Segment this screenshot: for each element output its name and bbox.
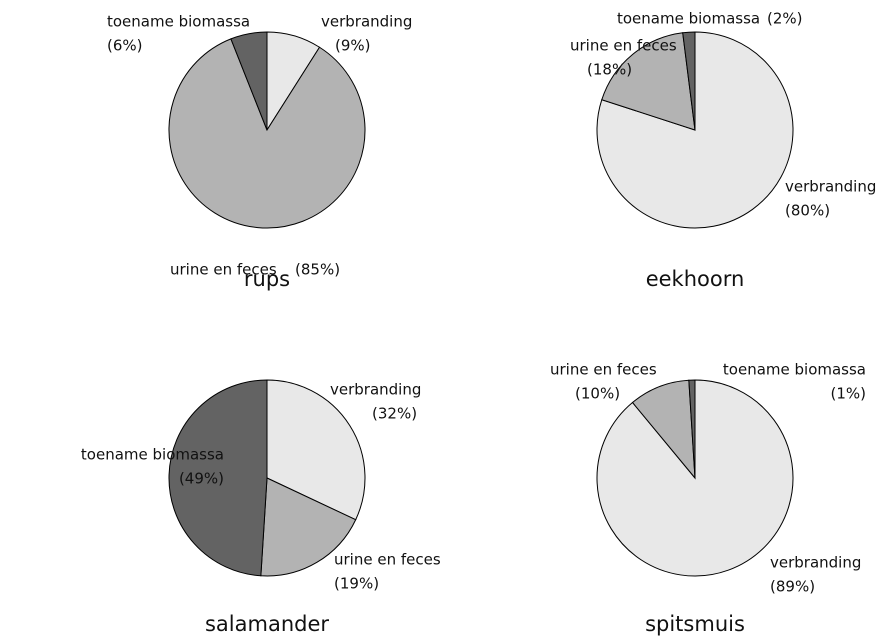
slice-value-label: (19%)	[334, 575, 379, 593]
slice-value-label: (85%)	[295, 261, 340, 279]
chart-title: eekhoorn	[646, 267, 745, 291]
chart-title: rups	[244, 267, 290, 291]
chart-title: salamander	[205, 612, 329, 636]
slice-label: urine en feces	[570, 37, 677, 55]
slice-label: toename biomassa	[107, 13, 250, 31]
slice-label: urine en feces	[170, 261, 277, 279]
slice-label: toename biomassa	[723, 361, 866, 379]
slice-label: toename biomassa	[617, 10, 760, 28]
slice-value-label: (6%)	[107, 37, 143, 55]
slice-label: verbranding	[770, 554, 861, 572]
slice-label: verbranding	[321, 13, 412, 31]
slice-label: urine en feces	[550, 361, 657, 379]
pie-slice	[682, 31, 696, 131]
pie-slice	[168, 379, 268, 577]
pie-slice	[168, 38, 366, 229]
slice-value-label: (49%)	[179, 470, 224, 488]
pie-slice	[596, 31, 794, 229]
slice-label: verbranding	[330, 381, 421, 399]
slice-value-label: (18%)	[587, 61, 632, 79]
slice-label: toename biomassa	[81, 446, 224, 464]
pie-slice	[688, 379, 696, 479]
slice-value-label: (32%)	[372, 405, 417, 423]
slice-label: urine en feces	[334, 551, 441, 569]
slice-label: verbranding	[785, 178, 876, 196]
slice-value-label: (89%)	[770, 578, 815, 596]
chart-title: spitsmuis	[645, 612, 745, 636]
slice-value-label: (1%)	[830, 385, 866, 403]
pie-slice	[260, 477, 357, 577]
pie-slice	[230, 31, 268, 131]
pie-slice	[266, 379, 366, 521]
pie-slice	[601, 32, 696, 131]
slice-value-label: (80%)	[785, 202, 830, 220]
slice-value-label: (9%)	[335, 37, 371, 55]
slice-value-label: (2%)	[767, 10, 803, 28]
slice-value-label: (10%)	[575, 385, 620, 403]
